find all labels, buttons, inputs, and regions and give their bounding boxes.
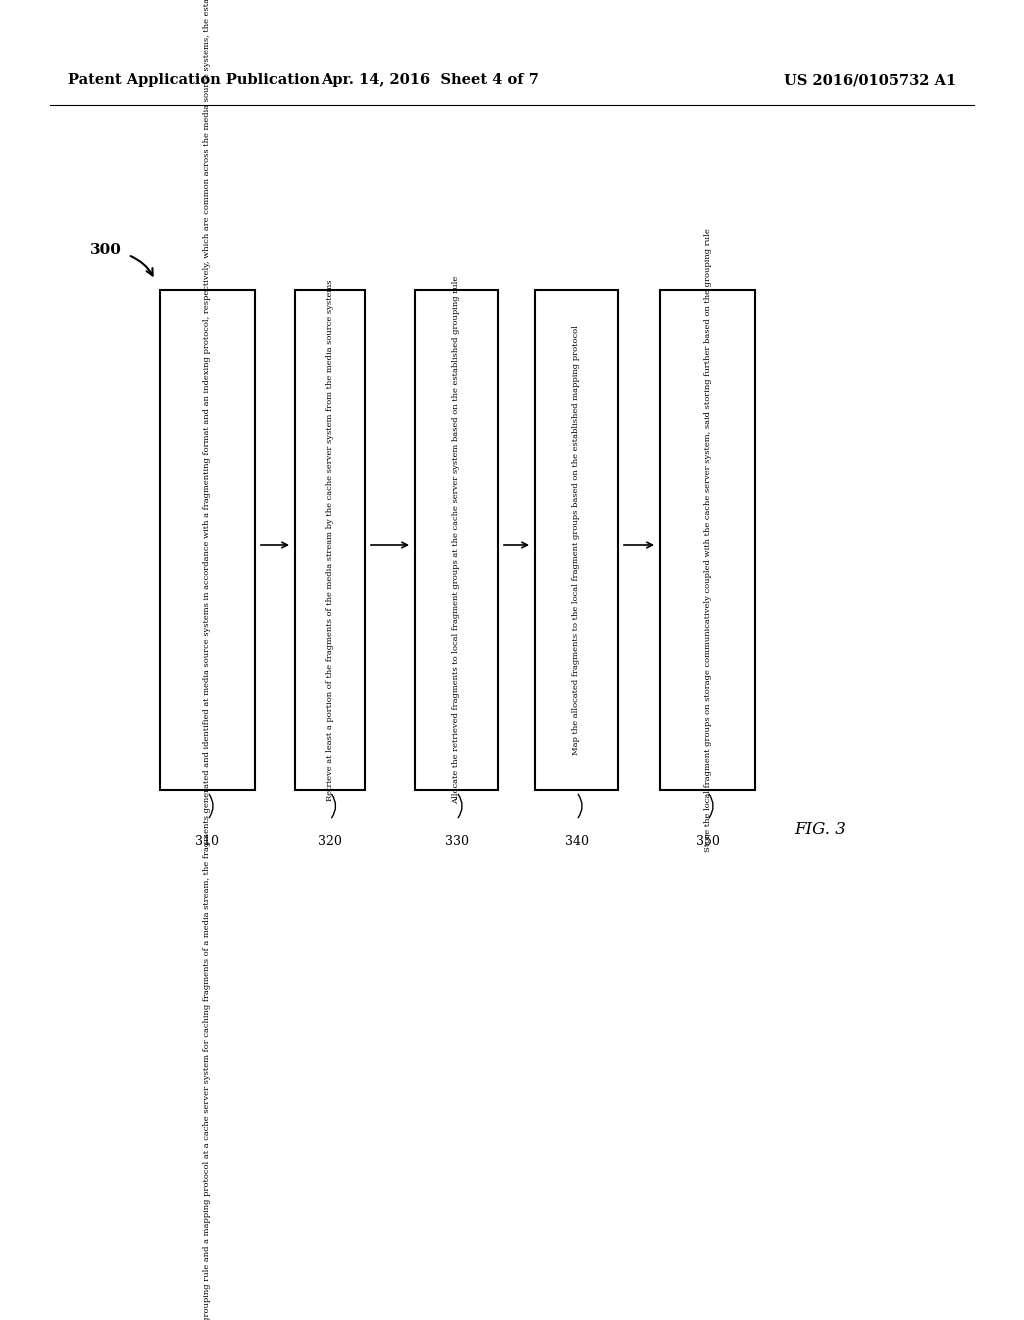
Text: 320: 320	[318, 836, 342, 847]
Text: Establish a grouping rule and a mapping protocol at a cache server system for ca: Establish a grouping rule and a mapping …	[204, 0, 212, 1320]
Bar	[295, 290, 365, 789]
Text: Map the allocated fragments to the local fragment groups based on the establishe: Map the allocated fragments to the local…	[572, 325, 581, 755]
Text: FIG. 3: FIG. 3	[794, 821, 846, 838]
Text: US 2016/0105732 A1: US 2016/0105732 A1	[784, 73, 956, 87]
Text: 330: 330	[444, 836, 469, 847]
Text: Retrieve at least a portion of the fragments of the media stream by the cache se: Retrieve at least a portion of the fragm…	[326, 280, 334, 801]
Text: Patent Application Publication: Patent Application Publication	[68, 73, 319, 87]
Bar	[415, 290, 498, 789]
Text: 350: 350	[695, 836, 720, 847]
Bar	[535, 290, 618, 789]
Text: Store the local fragment groups on storage communicatively coupled with the cach: Store the local fragment groups on stora…	[703, 228, 712, 851]
Text: 300: 300	[90, 243, 122, 257]
Text: Allocate the retrieved fragments to local fragment groups at the cache server sy: Allocate the retrieved fragments to loca…	[453, 276, 461, 804]
Bar	[160, 290, 255, 789]
Text: Apr. 14, 2016  Sheet 4 of 7: Apr. 14, 2016 Sheet 4 of 7	[322, 73, 539, 87]
Bar	[660, 290, 755, 789]
Text: 310: 310	[196, 836, 219, 847]
Text: 340: 340	[564, 836, 589, 847]
